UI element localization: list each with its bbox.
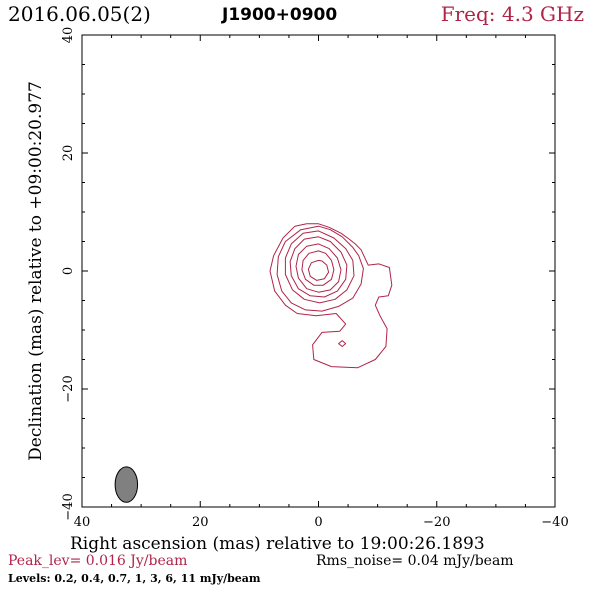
contour-level-0_4	[276, 225, 364, 312]
plot-frame	[81, 34, 556, 508]
x-axis-label: Right ascension (mas) relative to 19:00:…	[70, 534, 485, 554]
x-tick-label: 20	[192, 515, 209, 530]
beam-ellipse	[114, 466, 139, 503]
y-tick-label: 0	[61, 267, 76, 275]
contour-level-0_7	[284, 230, 355, 304]
contour-level-1	[289, 236, 348, 298]
frequency-label: Freq: 4.3 GHz	[440, 2, 584, 26]
peak-level: Peak_lev= 0.016 Jy/beam	[8, 553, 188, 569]
contour-level-6	[301, 250, 335, 286]
y-tick-label: 20	[61, 145, 76, 162]
x-tick-label: −40	[541, 515, 568, 530]
x-tick-label: −20	[423, 515, 450, 530]
y-tick-label: −20	[61, 375, 76, 402]
axis-ticks	[81, 34, 556, 508]
rms-noise: Rms_noise= 0.04 mJy/beam	[316, 553, 514, 569]
contour-level-11	[307, 259, 330, 281]
y-tick-label: 40	[61, 27, 76, 44]
y-tick-label: −40	[61, 493, 76, 520]
tick-labels: 40 20 0 −20 −40 −40 −20 0 20 40	[61, 27, 569, 530]
source-name: J1900+0900	[222, 5, 338, 25]
x-tick-label: 40	[74, 515, 91, 530]
contour-levels: Levels: 0.2, 0.4, 0.7, 1, 3, 6, 11 mJy/b…	[8, 572, 261, 585]
x-tick-label: 0	[314, 515, 322, 530]
contour-level-3	[295, 243, 342, 293]
y-axis-label: Declination (mas) relative to +09:00:20.…	[26, 81, 46, 461]
contour-lines	[269, 223, 393, 369]
contour-level-0_2	[269, 223, 393, 369]
contour-level-0_2	[338, 340, 347, 347]
observation-date: 2016.06.05(2)	[8, 2, 151, 26]
